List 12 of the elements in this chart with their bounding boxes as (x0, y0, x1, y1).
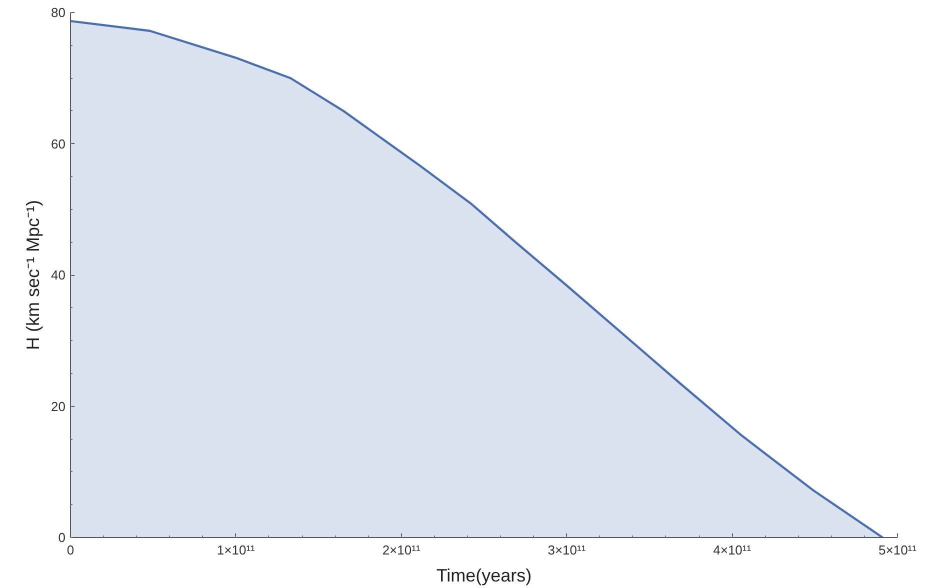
y-axis-title: H (km sec⁻¹ Mpc⁻¹) (23, 200, 44, 350)
x-tick-label: 1×10¹¹ (216, 542, 256, 558)
y-tick-label: 0 (58, 530, 66, 545)
y-tick-label: 20 (51, 398, 66, 414)
x-tick-label: 2×10¹¹ (382, 542, 421, 558)
y-tick-label: 40 (51, 268, 66, 282)
y-tick-label: 80 (51, 5, 66, 20)
x-tick-label: 3×10¹¹ (548, 542, 586, 558)
x-tick-label: 5×10¹¹ (878, 542, 918, 558)
x-tick-label: 4×10¹¹ (713, 542, 752, 558)
y-tick-label: 60 (51, 136, 66, 152)
x-axis-title: Time(years) (436, 566, 532, 586)
